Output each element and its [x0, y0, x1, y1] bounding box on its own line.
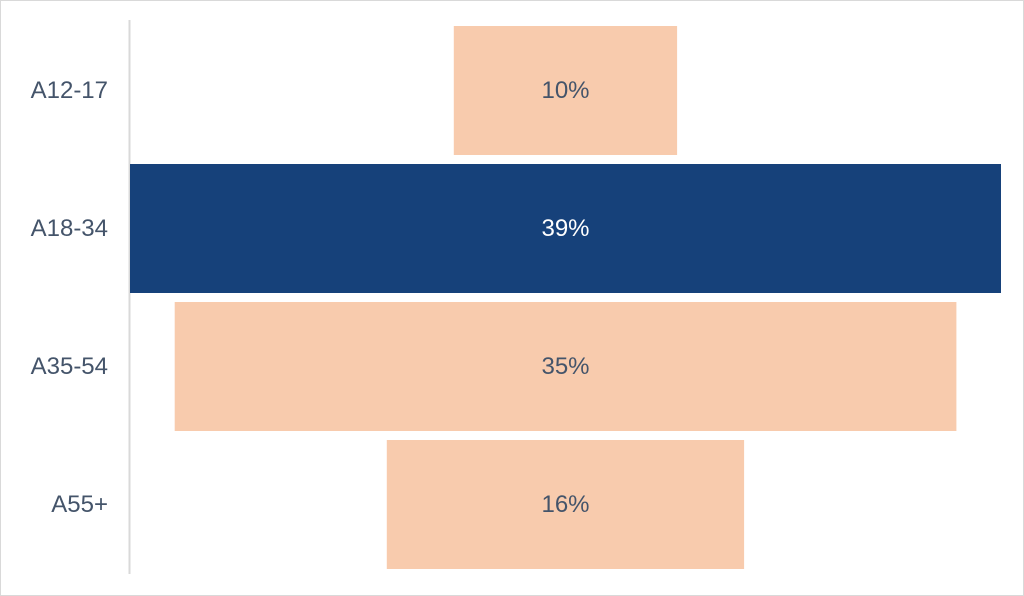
category-label: A55+	[51, 491, 108, 518]
bar-a18-34	[130, 164, 1001, 293]
category-label: A12-17	[31, 77, 108, 104]
category-label: A35-54	[31, 353, 108, 380]
category-labels-group: A12-17 A18-34 A35-54 A55+	[31, 77, 108, 518]
bar-a35-54	[174, 302, 957, 431]
bars-group: 10% 39% 35% 16%	[130, 26, 1001, 569]
bar-a12-17	[453, 26, 678, 155]
bar-value-label: 16%	[541, 491, 589, 518]
bar-value-label: 35%	[541, 353, 589, 380]
bar-value-label: 39%	[541, 215, 589, 242]
category-label: A18-34	[31, 215, 108, 242]
bar-a55-	[386, 440, 745, 569]
bar-value-label: 10%	[541, 77, 589, 104]
